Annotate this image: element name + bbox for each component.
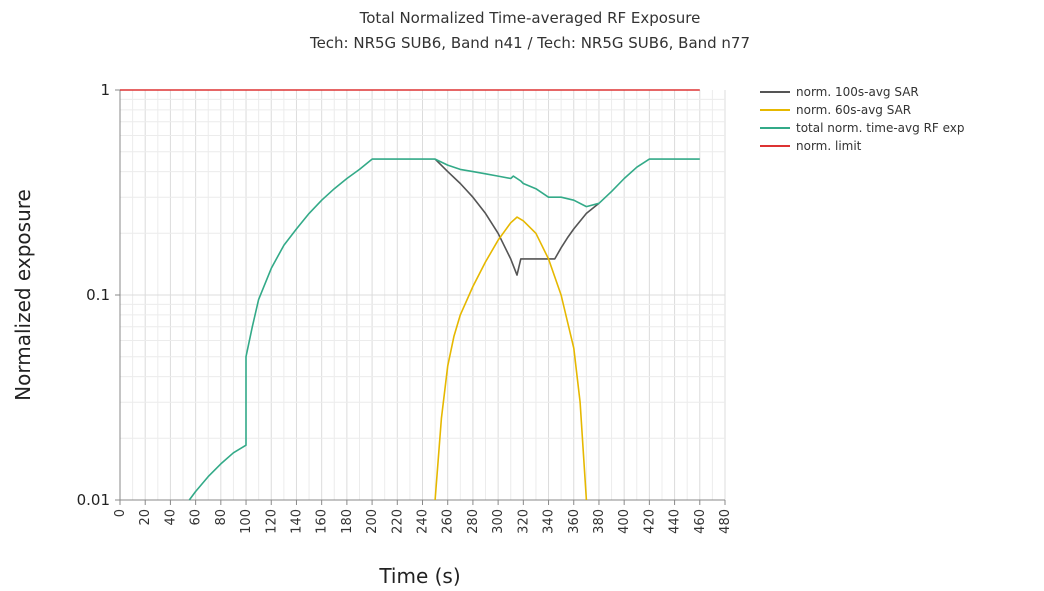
series-line-norm-60s-avg-sar — [434, 216, 588, 501]
x-tick-label: 0 — [113, 509, 128, 517]
x-tick-label: 40 — [163, 509, 178, 526]
x-tick-label: 240 — [416, 509, 431, 534]
x-tick-label: 160 — [315, 509, 330, 534]
x-tick-label: 80 — [214, 509, 229, 526]
grid — [119, 90, 726, 501]
legend-label: total norm. time-avg RF exp — [796, 121, 965, 135]
x-tick-label: 440 — [668, 509, 683, 534]
x-tick-label: 280 — [466, 509, 481, 534]
x-tick-label: 100 — [239, 509, 254, 534]
x-tick-label: 20 — [138, 509, 153, 526]
x-tick-label: 340 — [542, 509, 557, 534]
x-tick-label: 320 — [516, 509, 531, 534]
series-line-norm-100s-avg-sar — [434, 158, 600, 276]
x-axis-label: Time (s) — [378, 564, 460, 588]
x-tick-label: 360 — [567, 509, 582, 534]
x-tick-label: 120 — [264, 509, 279, 534]
x-tick-label: 420 — [642, 509, 657, 534]
y-tick-label: 0.1 — [86, 286, 110, 304]
x-tick-label: 260 — [441, 509, 456, 534]
x-tick-label: 460 — [693, 509, 708, 534]
legend: norm. 100s-avg SAR norm. 60s-avg SAR total… — [760, 85, 965, 153]
x-tick-label: 60 — [189, 509, 204, 526]
y-tick-label: 0.01 — [77, 491, 110, 509]
y-tick-labels: 0.01 0.1 1 — [77, 81, 120, 509]
x-tick-label: 140 — [289, 509, 304, 534]
y-axis-label: Normalized exposure — [11, 189, 35, 401]
x-tick-label: 400 — [617, 509, 632, 534]
legend-label: norm. 60s-avg SAR — [796, 103, 911, 117]
chart-title: Total Normalized Time-averaged RF Exposu… — [359, 9, 701, 27]
legend-label: norm. 100s-avg SAR — [796, 85, 919, 99]
x-tick-label: 220 — [390, 509, 405, 534]
x-tick-label: 480 — [718, 509, 733, 534]
x-tick-label: 300 — [491, 509, 506, 534]
chart-subtitle: Tech: NR5G SUB6, Band n41 / Tech: NR5G S… — [309, 34, 750, 52]
x-tick-label: 180 — [340, 509, 355, 534]
x-tick-label: 380 — [592, 509, 607, 534]
legend-label: norm. limit — [796, 139, 862, 153]
series-lines — [120, 89, 700, 501]
x-tick-labels: 0 20 40 60 80 100 120 140 160 180 200 220 240 260 280 3… — [113, 500, 733, 534]
x-tick-label: 200 — [365, 509, 380, 534]
y-tick-label: 1 — [100, 81, 110, 99]
series-line-total-norm-time-avg-rf-exp — [188, 158, 700, 501]
